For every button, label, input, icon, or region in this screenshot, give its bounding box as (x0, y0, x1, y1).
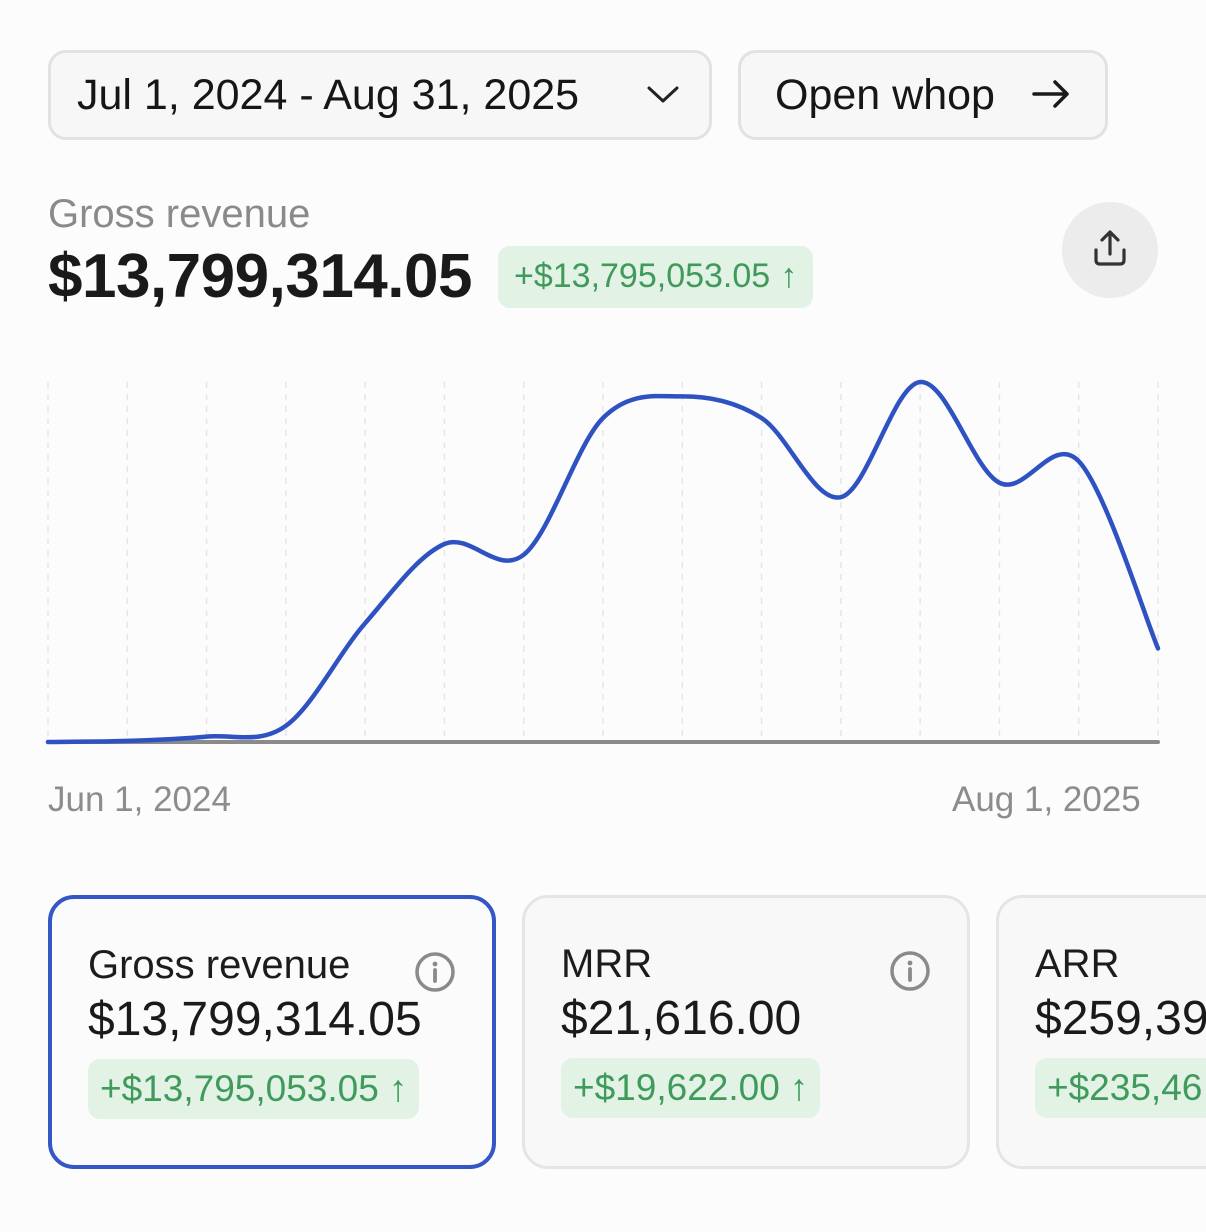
revenue-summary: Gross revenue $13,799,314.05 +$13,795,05… (48, 192, 814, 312)
card-label: Gross revenue (88, 943, 351, 987)
summary-label: Gross revenue (48, 192, 311, 236)
card-delta-value: +$19,622.00 (573, 1067, 780, 1108)
toolbar: Jul 1, 2024 - Aug 31, 2025 Open whop (48, 50, 1108, 140)
metric-card-arr[interactable]: ARR $259,39 +$235,46 (996, 895, 1206, 1169)
card-delta-badge: +$235,46 (1035, 1058, 1206, 1118)
card-value: $21,616.00 (561, 992, 802, 1045)
arrow-up-icon: ↑ (388, 1068, 408, 1109)
card-delta-value: +$235,46 (1047, 1067, 1203, 1108)
share-icon (1090, 228, 1130, 273)
arrow-right-icon (1031, 71, 1071, 120)
revenue-series-line (45, 379, 1161, 745)
card-label: ARR (1035, 942, 1120, 986)
summary-delta-value: +$13,795,053.05 (513, 257, 771, 295)
open-whop-button[interactable]: Open whop (738, 50, 1108, 140)
metric-card-mrr[interactable]: MRR $21,616.00 +$19,622.00 ↑ (522, 895, 970, 1169)
metric-card-gross-revenue[interactable]: Gross revenue $13,799,314.05 +$13,795,05… (48, 895, 496, 1169)
revenue-line-chart[interactable] (0, 360, 1206, 760)
x-axis-start-label: Jun 1, 2024 (48, 780, 231, 819)
info-icon[interactable] (889, 950, 931, 997)
arrow-up-icon: ↑ (780, 257, 798, 295)
date-range-picker[interactable]: Jul 1, 2024 - Aug 31, 2025 (48, 50, 712, 140)
card-label: MRR (561, 942, 653, 986)
chevron-down-icon (643, 75, 683, 115)
summary-delta-badge: +$13,795,053.05 ↑ (497, 245, 814, 308)
x-axis-end-label: Aug 1, 2025 (952, 780, 1141, 819)
date-range-label: Jul 1, 2024 - Aug 31, 2025 (77, 70, 580, 119)
card-value: $13,799,314.05 (88, 993, 422, 1046)
card-value: $259,39 (1035, 992, 1206, 1045)
summary-value: $13,799,314.05 (48, 242, 472, 311)
card-delta-value: +$13,795,053.05 (100, 1068, 379, 1109)
open-whop-label: Open whop (775, 70, 995, 119)
info-icon[interactable] (414, 951, 456, 998)
card-delta-badge: +$19,622.00 ↑ (561, 1058, 821, 1118)
card-delta-badge: +$13,795,053.05 ↑ (88, 1059, 420, 1119)
arrow-up-icon: ↑ (789, 1067, 809, 1108)
share-export-button[interactable] (1062, 202, 1158, 298)
